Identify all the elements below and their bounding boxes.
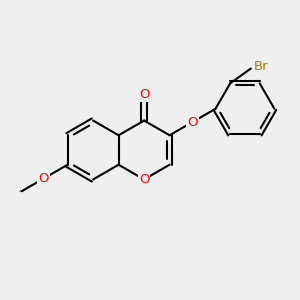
Text: methoxy: methoxy <box>19 190 25 192</box>
Text: O: O <box>38 172 49 185</box>
Text: methoxy: methoxy <box>20 190 26 191</box>
Text: O: O <box>139 88 149 100</box>
Text: O: O <box>187 116 198 128</box>
Text: O: O <box>139 173 149 186</box>
Text: Br: Br <box>254 60 268 73</box>
